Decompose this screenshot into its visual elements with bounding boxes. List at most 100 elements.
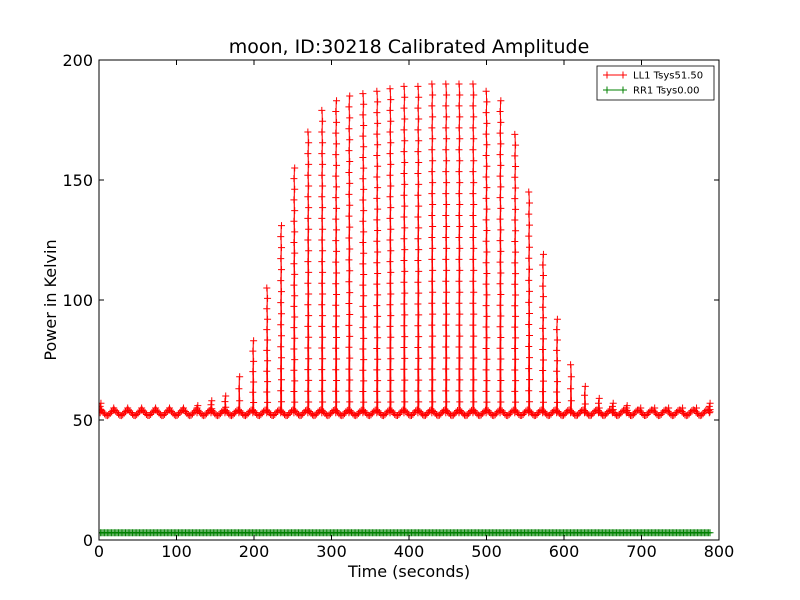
series-ll1-peak xyxy=(374,248,382,256)
series-ll1-peak xyxy=(278,222,286,230)
series-ll1-peak xyxy=(483,205,491,213)
series-ll1-peak xyxy=(318,366,326,374)
series-ll1-peak xyxy=(496,366,504,374)
series-ll1-peak xyxy=(496,344,504,352)
series-ll1-peak xyxy=(332,387,340,395)
series-ll1-peak xyxy=(386,236,394,244)
series-ll1-peak xyxy=(359,196,367,204)
series-ll1-peak xyxy=(429,332,437,340)
series-ll1-peak xyxy=(414,148,422,156)
series-ll1-peak xyxy=(455,343,463,351)
series-ll1-peak xyxy=(429,113,437,121)
series-ll1-peak xyxy=(442,343,450,351)
series-ll1-peak xyxy=(511,152,519,160)
series-ll1-peak xyxy=(305,376,313,384)
series-ll1-peak xyxy=(194,402,202,410)
series-ll1-peak xyxy=(456,266,464,274)
series-ll1-peak xyxy=(539,261,547,269)
series-ll1-peak xyxy=(483,291,491,299)
series-ll1-peak xyxy=(333,204,341,212)
series-ll1-peak xyxy=(318,344,326,352)
series-ll1-peak xyxy=(386,258,394,266)
series-ll1-peak xyxy=(512,227,520,235)
series-ll1-peak xyxy=(497,247,505,255)
series-ll1-peak xyxy=(208,405,216,413)
legend-marker xyxy=(619,71,627,79)
series-ll1-peak xyxy=(469,299,477,307)
series-ll1-peak xyxy=(429,91,437,99)
series-ll1-peak xyxy=(263,284,271,292)
series-ll1-peak xyxy=(665,404,673,412)
series-ll1-peak xyxy=(345,409,353,417)
series-ll1-peak xyxy=(539,356,547,364)
series-ll1-peak xyxy=(706,406,714,414)
series-ll1-peak xyxy=(497,140,505,148)
series-ll1-peak xyxy=(415,289,423,297)
series-ll1-peak xyxy=(401,333,409,341)
series-ll1-peak xyxy=(207,401,215,409)
series-ll1-peak xyxy=(263,409,271,417)
series-ll1-peak xyxy=(525,409,533,417)
series-ll1-peak xyxy=(99,399,105,407)
x-tick-label: 600 xyxy=(549,542,580,561)
series-ll1-peak xyxy=(387,117,395,125)
series-ll1-peak xyxy=(345,321,353,329)
series-ll1-peak xyxy=(373,323,381,331)
series-ll1-peak xyxy=(483,119,491,127)
series-ll1-peak xyxy=(346,114,354,122)
series-ll1-peak xyxy=(496,301,504,309)
series-ll1-peak xyxy=(401,246,409,254)
series-ll1-peak xyxy=(470,376,478,384)
series-ll1-peak xyxy=(359,153,367,161)
series-ll1-peak xyxy=(387,247,395,255)
series-ll1-peak xyxy=(511,173,519,181)
series-ll1-peak xyxy=(291,398,299,406)
series-ll1-peak xyxy=(305,312,313,320)
series-ll1-peak xyxy=(264,357,272,365)
series-ll1-peak xyxy=(373,109,381,117)
series-ll1-peak xyxy=(456,332,464,340)
series-ll1-peak xyxy=(428,277,436,285)
series-ll1-peak xyxy=(277,365,285,373)
legend-label: LL1 Tsys51.50 xyxy=(633,71,703,82)
x-tick-label: 100 xyxy=(161,542,192,561)
series-ll1-peak xyxy=(359,388,367,396)
series-ll1-peak xyxy=(386,106,394,114)
series-ll1-peak xyxy=(99,409,104,417)
series-ll1-peak xyxy=(511,237,519,245)
series-ll1-peak xyxy=(386,85,394,93)
series-ll1-peak xyxy=(483,98,491,106)
series-ll1-peak xyxy=(346,158,354,166)
series-ll1-peak xyxy=(415,180,423,188)
series-ll1-peak xyxy=(290,281,298,289)
series-ll1-peak xyxy=(360,270,368,278)
series-ll1-peak xyxy=(264,294,272,302)
series-ll1-peak xyxy=(387,96,395,104)
series-ll1-peak xyxy=(264,378,272,386)
series-ll1-peak xyxy=(318,387,326,395)
series-ll1-peak xyxy=(304,366,312,374)
series-ll1-peak xyxy=(456,222,464,230)
series-ll1-peak xyxy=(525,343,533,351)
series-ll1-peak xyxy=(360,334,368,342)
series-ll1-peak xyxy=(512,205,520,213)
series-ll1-peak xyxy=(496,280,504,288)
series-ll1-peak xyxy=(400,278,408,286)
series-ll1-peak xyxy=(400,169,408,177)
series-ll1-peak xyxy=(581,391,589,399)
series-ll1-peak xyxy=(483,355,491,363)
series-ll1-peak xyxy=(345,234,353,242)
series-ll1-peak xyxy=(429,266,437,274)
series-ll1-peak xyxy=(483,248,491,256)
series-ll1-peak xyxy=(428,124,436,132)
series-ll1-peak xyxy=(428,387,436,395)
series-ll1-peak xyxy=(304,344,312,352)
series-ll1-peak xyxy=(428,365,436,373)
series-ll1-peak xyxy=(705,402,713,410)
series-ll1-peak xyxy=(469,212,477,220)
series-ll1-peak xyxy=(539,250,547,258)
series-ll1-peak xyxy=(99,402,104,410)
series-ll1-peak xyxy=(496,409,504,417)
series-ll1-peak xyxy=(414,82,422,90)
series-ll1-peak xyxy=(470,222,478,230)
